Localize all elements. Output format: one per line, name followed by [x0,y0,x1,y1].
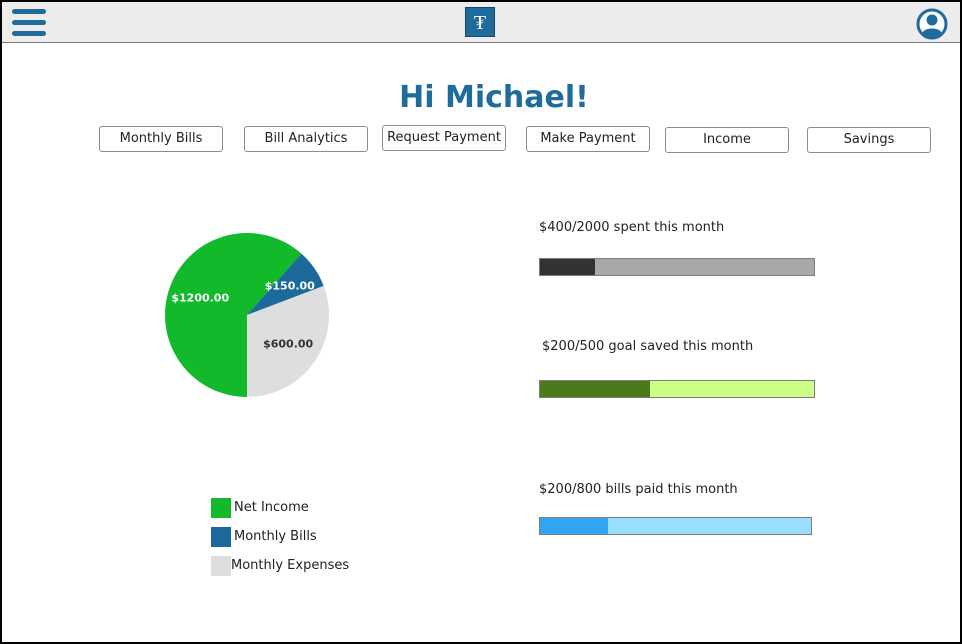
monthly-bills-button[interactable]: Monthly Bills [99,126,223,152]
legend-swatch-net-income [211,498,231,518]
bills-paid-progress-fill [540,518,608,534]
spent-progress-fill [540,259,595,275]
spent-label: $400/2000 spent this month [539,220,725,235]
bill-analytics-button[interactable]: Bill Analytics [244,126,368,152]
income-pie-chart: $1200.00 $150.00 $600.00 [165,232,329,397]
legend-item-monthly-bills: Monthly Bills [211,527,411,547]
spent-progress-bar [539,258,815,276]
bills-paid-progress-bar [539,517,812,535]
top-bar: ₮ [2,2,960,43]
income-button[interactable]: Income [665,127,789,153]
pie-legend: Net Income Monthly Bills Monthly Expense… [211,498,421,578]
user-profile-icon[interactable] [916,8,948,40]
bills-paid-label: $200/800 bills paid this month [539,482,738,497]
savings-button[interactable]: Savings [807,127,931,153]
pie-slice-net-income [165,232,302,397]
saved-label: $200/500 goal saved this month [542,339,754,354]
pie-slice-monthly-bills [247,253,324,315]
legend-label: Monthly Bills [234,529,317,544]
app-logo-icon: ₮ [465,7,495,37]
logo-glyph: ₮ [473,9,487,34]
legend-label: Net Income [234,500,309,515]
legend-swatch-monthly-expenses [211,556,231,576]
pie-label-net-income: $1200.00 [171,291,229,304]
make-payment-button[interactable]: Make Payment [526,126,650,152]
request-payment-button[interactable]: Request Payment [382,125,506,151]
legend-item-monthly-expenses: Monthly Expenses [211,556,411,576]
saved-progress-bar [539,380,815,398]
pie-label-monthly-expenses: $600.00 [263,337,313,350]
legend-item-net-income: Net Income [211,498,411,518]
pie-label-monthly-bills: $150.00 [265,279,315,292]
greeting-title: Hi Michael! [399,80,589,115]
saved-progress-fill [540,381,650,397]
pie-slice-monthly-expenses [247,285,329,397]
hamburger-menu-icon[interactable] [12,7,46,39]
legend-label: Monthly Expenses [231,558,350,573]
legend-swatch-monthly-bills [211,527,231,547]
